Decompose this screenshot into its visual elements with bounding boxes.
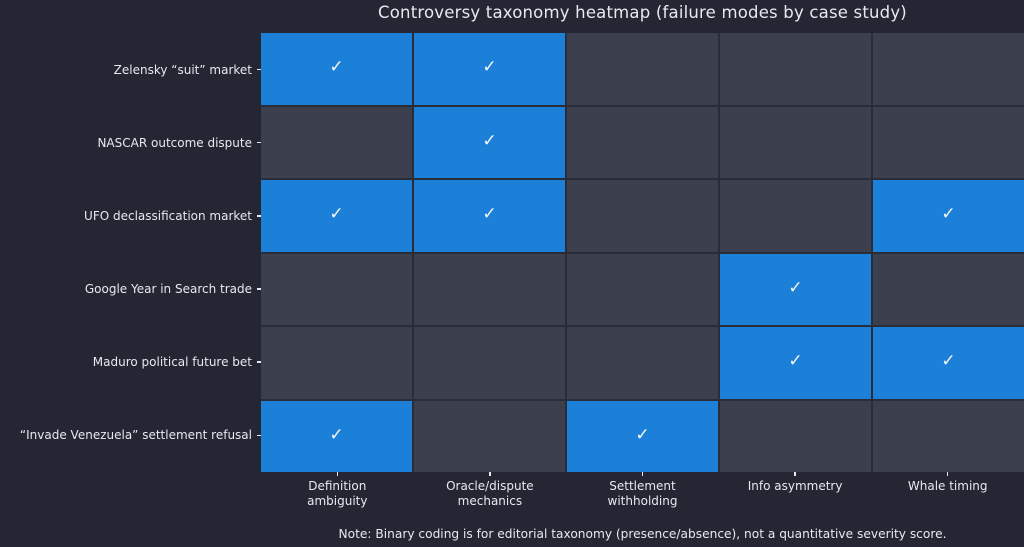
column-tick bbox=[946, 472, 949, 476]
heatmap-cell-r4-c4: ✓ bbox=[720, 253, 871, 325]
heatmap-cell-r5-c5: ✓ bbox=[873, 327, 1024, 399]
heatmap-cell-r5-c4: ✓ bbox=[720, 327, 871, 399]
column-tick bbox=[336, 472, 339, 476]
heatmap-cell-r2-c5 bbox=[873, 106, 1024, 178]
heatmap-cell-r2-c2: ✓ bbox=[414, 106, 565, 178]
heatmap-cell-r6-c4 bbox=[720, 400, 871, 472]
checkmark-icon: ✓ bbox=[482, 130, 497, 151]
heatmap-cell-r2-c1 bbox=[261, 106, 412, 178]
column-label-5: Whale timing bbox=[907, 479, 988, 493]
row-label-4: Google Year in Search trade bbox=[0, 252, 261, 325]
column-label-4: Info asymmetry bbox=[747, 479, 843, 493]
row-label-3: UFO declassification market bbox=[0, 179, 261, 252]
column-tick bbox=[641, 472, 644, 476]
checkmark-icon: ✓ bbox=[941, 204, 956, 225]
heatmap-cell-r3-c5: ✓ bbox=[873, 180, 1024, 252]
heatmap-cell-r3-c4 bbox=[720, 180, 871, 252]
row-label-5: Maduro political future bet bbox=[0, 326, 261, 399]
heatmap-cell-r6-c3: ✓ bbox=[567, 400, 718, 472]
heatmap-cell-r4-c5 bbox=[873, 253, 1024, 325]
row-label-text: NASCAR outcome dispute bbox=[97, 135, 252, 150]
column-tick bbox=[794, 472, 796, 476]
heatmap-cell-r1-c2: ✓ bbox=[414, 33, 565, 105]
heatmap-cell-r4-c2 bbox=[414, 253, 565, 325]
row-label-text: Google Year in Search trade bbox=[84, 282, 252, 297]
checkmark-icon: ✓ bbox=[329, 204, 344, 225]
checkmark-icon: ✓ bbox=[635, 424, 650, 445]
row-label-text: “Invade Venezuela” settlement refusal bbox=[19, 428, 252, 443]
heatmap-cell-r1-c5 bbox=[873, 33, 1024, 105]
column-label-2: Oracle/dispute mechanics bbox=[446, 479, 534, 509]
heatmap-cell-r2-c4 bbox=[720, 106, 871, 178]
chart-title: Controversy taxonomy heatmap (failure mo… bbox=[378, 3, 907, 22]
heatmap-cell-r2-c3 bbox=[567, 106, 718, 178]
heatmap-cell-r6-c5 bbox=[873, 400, 1024, 472]
heatmap-cell-r4-c1 bbox=[261, 253, 412, 325]
heatmap-cell-r1-c1: ✓ bbox=[261, 33, 412, 105]
column-label-1: Definition ambiguity bbox=[307, 479, 368, 509]
column-label-3: Settlement withholding bbox=[607, 479, 678, 509]
heatmap-cell-r3-c1: ✓ bbox=[261, 180, 412, 252]
checkmark-icon: ✓ bbox=[329, 424, 344, 445]
checkmark-icon: ✓ bbox=[788, 351, 803, 372]
row-label-text: Zelensky “suit” market bbox=[113, 62, 252, 77]
heatmap-cell-r6-c1: ✓ bbox=[261, 400, 412, 472]
heatmap-cell-r3-c2: ✓ bbox=[414, 180, 565, 252]
column-ticks bbox=[261, 472, 1024, 476]
heatmap-cell-r1-c3 bbox=[567, 33, 718, 105]
heatmap-cell-r3-c3 bbox=[567, 180, 718, 252]
checkmark-icon: ✓ bbox=[788, 277, 803, 298]
row-label-6: “Invade Venezuela” settlement refusal bbox=[0, 399, 261, 472]
column-tick bbox=[489, 472, 491, 476]
heatmap-cell-r4-c3 bbox=[567, 253, 718, 325]
heatmap-cell-r5-c2 bbox=[414, 327, 565, 399]
checkmark-icon: ✓ bbox=[941, 351, 956, 372]
checkmark-icon: ✓ bbox=[329, 57, 344, 78]
row-label-text: Maduro political future bet bbox=[92, 355, 252, 370]
heatmap-grid: ✓ ✓ ✓ ✓ ✓ ✓ ✓ ✓ ✓ ✓ ✓ bbox=[261, 33, 1024, 472]
heatmap-cell-r5-c1 bbox=[261, 327, 412, 399]
checkmark-icon: ✓ bbox=[482, 204, 497, 225]
checkmark-icon: ✓ bbox=[482, 57, 497, 78]
column-labels: Definition ambiguity Oracle/dispute mecha… bbox=[261, 479, 1024, 510]
row-label-2: NASCAR outcome dispute bbox=[0, 106, 261, 179]
heatmap-cell-r5-c3 bbox=[567, 327, 718, 399]
row-label-text: UFO declassification market bbox=[84, 208, 252, 223]
row-labels: Zelensky “suit” market NASCAR outcome dis… bbox=[0, 33, 261, 472]
heatmap-cell-r1-c4 bbox=[720, 33, 871, 105]
footnote: Note: Binary coding is for editorial tax… bbox=[338, 527, 947, 541]
row-label-1: Zelensky “suit” market bbox=[0, 33, 261, 106]
heatmap-cell-r6-c2 bbox=[414, 400, 565, 472]
